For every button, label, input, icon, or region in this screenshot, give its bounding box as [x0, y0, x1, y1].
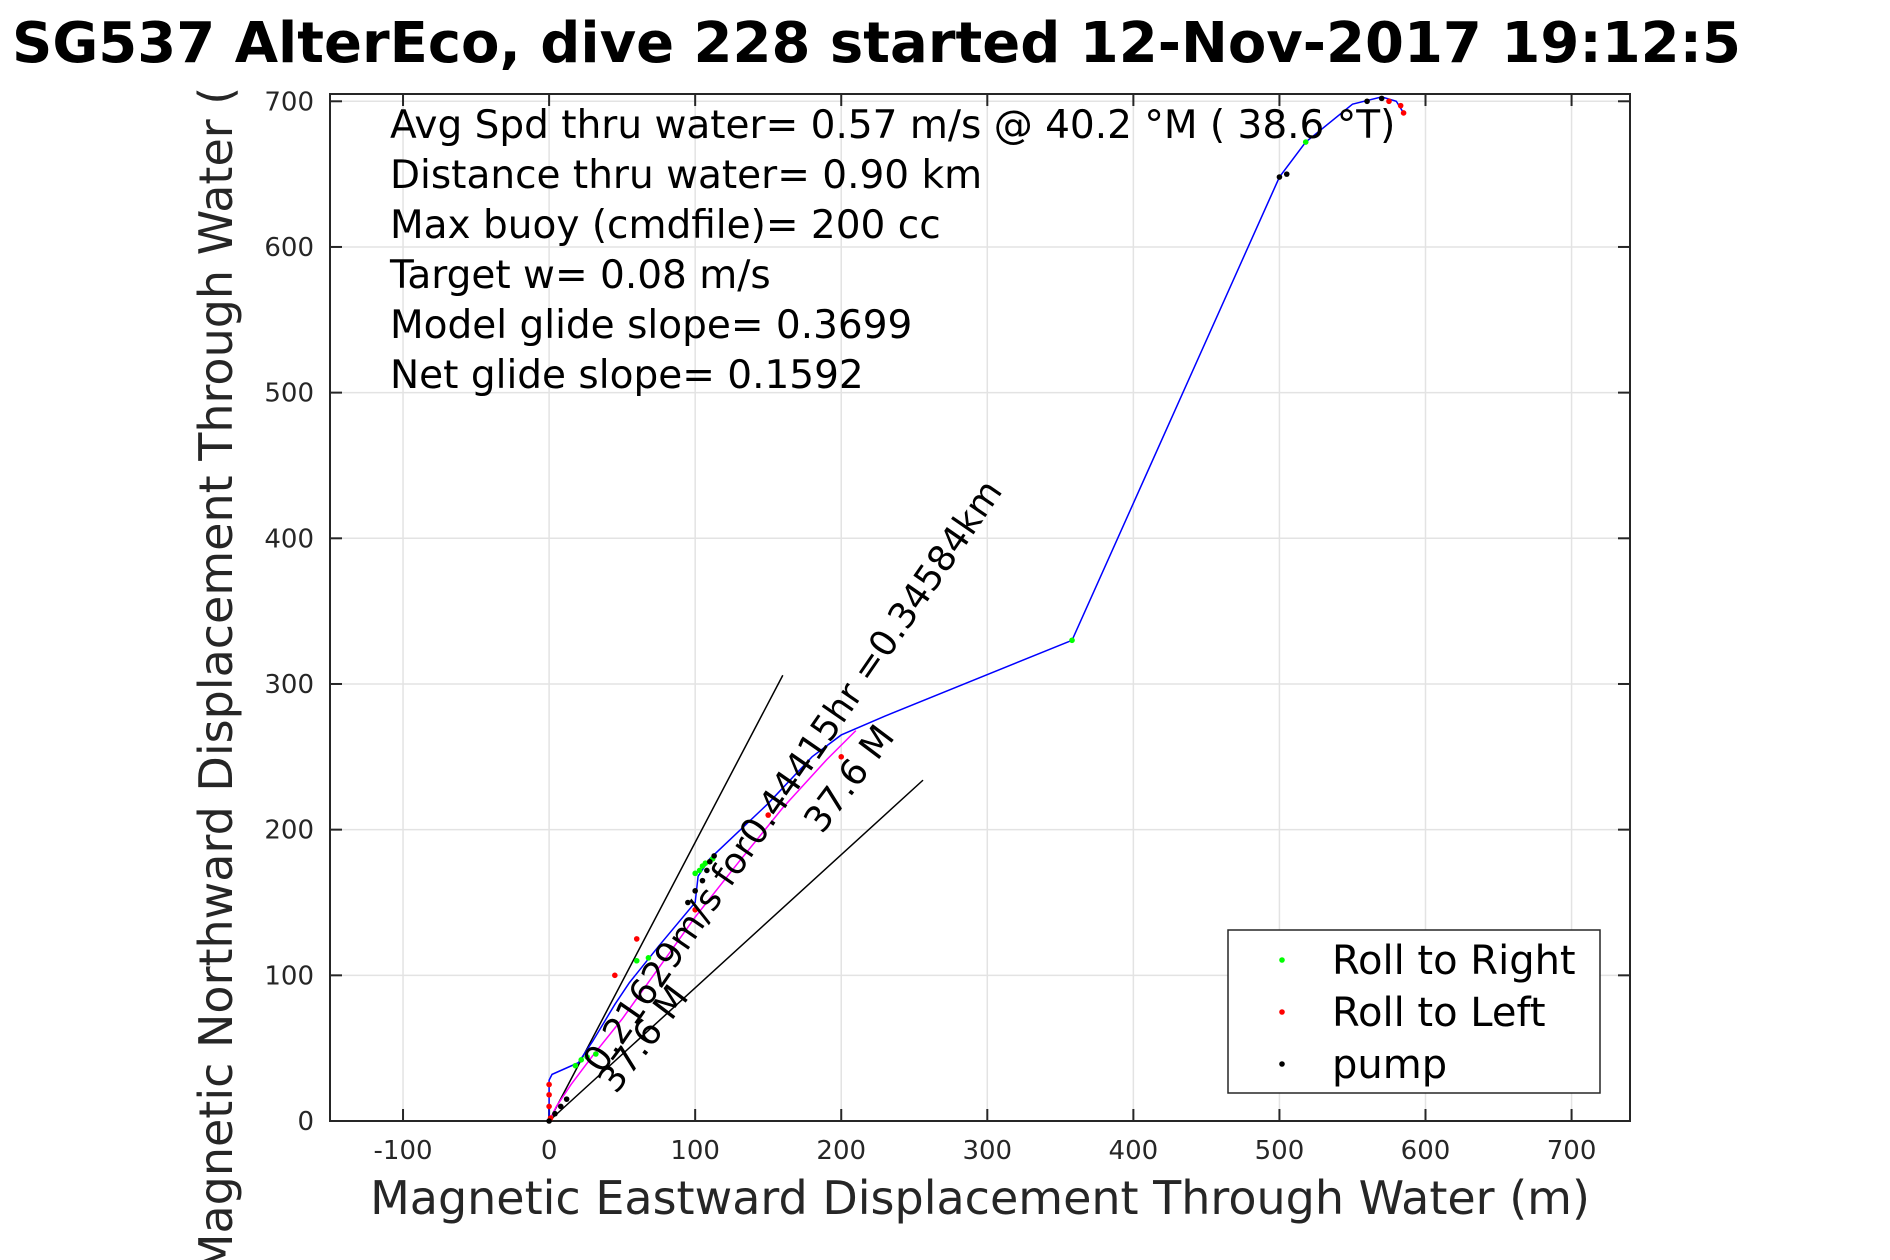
roll-to-right-point — [692, 870, 698, 877]
roll-to-right-point — [584, 1054, 590, 1060]
plot-points — [546, 95, 1407, 1124]
pump-point — [552, 1110, 558, 1117]
grid — [330, 94, 1630, 1122]
axis-ticks: -100 0 100 200 300 400 500 600 700 0 100 200 300 400 5… — [264, 87, 1630, 1166]
x-tick-label: 600 — [1401, 1136, 1451, 1166]
x-tick-label: 100 — [670, 1136, 720, 1166]
pump-point — [546, 1118, 552, 1124]
pump-point — [1364, 98, 1370, 105]
pump-point — [699, 877, 706, 884]
stat-line: Net glide slope= 0.1592 — [390, 353, 864, 398]
stat-line: Max buoy (cmdfile)= 200 cc — [390, 203, 941, 248]
roll-to-right-point — [578, 1057, 585, 1063]
x-tick-label: 200 — [816, 1136, 866, 1166]
roll-to-right-point — [696, 867, 703, 874]
roll-to-left-point — [838, 754, 845, 760]
roll-to-right-point — [702, 860, 709, 866]
pump-point — [685, 899, 691, 906]
pump-point — [1283, 171, 1290, 177]
roll-to-left-point — [546, 1081, 552, 1088]
y-tick-label: 100 — [264, 961, 314, 991]
legend-marker-roll-to-right — [1279, 957, 1285, 963]
x-tick-label: 700 — [1547, 1136, 1597, 1166]
roll-to-left-point — [1400, 110, 1407, 116]
stat-line: Model glide slope= 0.3699 — [390, 303, 912, 348]
stat-line: Distance thru water= 0.90 km — [390, 153, 982, 198]
plot-area — [329, 93, 1631, 1122]
chart-title: SG537 AlterEco, dive 228 started 12-Nov-… — [12, 11, 1741, 76]
stats-text-block: Avg Spd thru water= 0.57 m/s @ 40.2 °M (… — [389, 103, 1395, 398]
x-tick-label: 500 — [1255, 1136, 1305, 1166]
legend-label-pump: pump — [1332, 1042, 1447, 1088]
roll-to-right-point — [1069, 637, 1075, 644]
x-tick-label: 300 — [962, 1136, 1012, 1166]
y-tick-label: 700 — [264, 87, 314, 117]
speed-annotation: 0.21629m/s for0.44415hr =0.34584km — [576, 473, 1011, 1080]
stat-line: Target w= 0.08 m/s — [389, 253, 771, 298]
roll-to-right-point — [593, 1051, 599, 1057]
pump-point — [692, 888, 698, 894]
legend-box — [1227, 929, 1601, 1094]
y-tick-label: 300 — [264, 670, 314, 700]
roll-to-left-point — [546, 1091, 552, 1098]
legend-label-roll-to-left: Roll to Left — [1332, 990, 1546, 1036]
legend-label-roll-to-right: Roll to Right — [1332, 938, 1576, 984]
roll-to-right-point — [633, 957, 640, 964]
pump-point — [711, 853, 717, 859]
roll-to-right-point — [572, 1062, 579, 1069]
x-tick-label: 0 — [541, 1136, 558, 1166]
roll-to-left-point — [765, 812, 772, 818]
track-line — [548, 96, 1405, 1121]
y-tick-label: 0 — [297, 1107, 314, 1137]
y-tick-label: 200 — [264, 816, 314, 846]
stat-line: Avg Spd thru water= 0.57 m/s @ 40.2 °M (… — [390, 103, 1395, 148]
pump-point — [704, 867, 710, 874]
track-line-secondary — [548, 730, 857, 1122]
roll-to-left-point — [1397, 102, 1404, 109]
plot-lines — [548, 96, 1405, 1122]
pump-point — [706, 858, 713, 865]
roll-to-left-point — [692, 906, 698, 913]
roll-to-left-point — [612, 972, 618, 979]
roll-to-left-point — [1386, 98, 1392, 105]
x-tick-label: -100 — [374, 1136, 433, 1166]
roll-to-right-point — [645, 955, 652, 961]
pump-point — [563, 1096, 570, 1102]
glide-guide-line — [548, 779, 924, 1122]
y-tick-label: 500 — [264, 379, 314, 409]
roll-to-left-point — [633, 936, 640, 942]
glide-guide-line — [548, 674, 784, 1122]
y-tick-label: 400 — [264, 524, 314, 554]
roll-to-left-point — [546, 1103, 552, 1110]
pump-point — [1276, 174, 1283, 180]
x-axis-label: Magnetic Eastward Displacement Through W… — [370, 1171, 1590, 1225]
y-tick-label: 600 — [264, 233, 314, 263]
pump-point — [557, 1103, 564, 1110]
x-tick-label: 400 — [1109, 1136, 1159, 1166]
legend-marker-pump — [1279, 1061, 1285, 1067]
legend-marker-roll-to-left — [1279, 1009, 1285, 1015]
legend: Roll to Right Roll to Left pump — [1227, 929, 1601, 1094]
y-axis-label: Magnetic Northward Displacement Through … — [189, 87, 243, 1260]
roll-to-right-point — [1302, 139, 1309, 145]
pump-point — [1378, 95, 1385, 102]
